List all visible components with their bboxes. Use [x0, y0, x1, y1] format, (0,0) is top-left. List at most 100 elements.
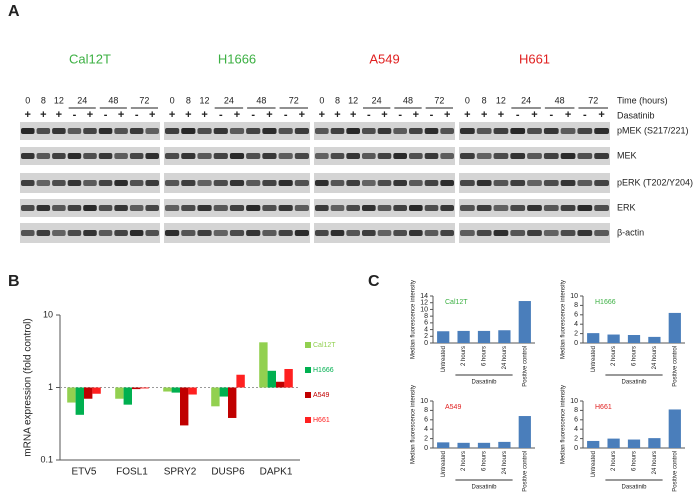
- time-label: 0: [319, 95, 324, 105]
- band: [129, 230, 144, 236]
- cell-line-label: A549: [369, 51, 399, 66]
- band: [362, 153, 376, 159]
- band: [197, 153, 212, 159]
- time-label: 8: [41, 95, 46, 105]
- legend-swatch: [305, 392, 311, 398]
- band: [543, 153, 559, 159]
- bar: [648, 336, 661, 343]
- band: [21, 205, 35, 211]
- band: [98, 153, 113, 159]
- band: [52, 153, 66, 159]
- band: [424, 128, 439, 134]
- bar: [259, 342, 268, 388]
- band: [510, 153, 526, 159]
- band: [278, 153, 293, 159]
- treatment-sign: +: [598, 109, 604, 121]
- band: [98, 180, 113, 186]
- time-label: 12: [200, 95, 210, 105]
- band: [246, 153, 261, 159]
- time-label: 12: [348, 95, 358, 105]
- band: [278, 205, 293, 211]
- band: [577, 230, 593, 236]
- bar: [123, 387, 132, 405]
- band: [145, 128, 159, 134]
- treatment-sign: +: [149, 109, 155, 121]
- x-tick-label: 24 hours: [652, 451, 658, 474]
- band: [594, 153, 609, 159]
- protein-label: pERK (T202/Y204): [617, 177, 693, 187]
- group-label: Dasatinib: [621, 485, 647, 491]
- x-tick-label: Untreated: [441, 346, 447, 372]
- band: [510, 205, 526, 211]
- legend-label: H1666: [313, 367, 334, 374]
- band: [527, 180, 542, 186]
- bar: [668, 312, 681, 343]
- band: [409, 205, 423, 211]
- y-axis-label: Median fluorescence intensity: [411, 385, 417, 464]
- bar: [587, 440, 600, 448]
- treatment-sign: +: [299, 109, 305, 121]
- bar: [498, 441, 511, 448]
- bar: [84, 387, 93, 399]
- x-tick-label: 6 hours: [482, 451, 488, 471]
- band: [129, 205, 144, 211]
- band: [246, 180, 261, 186]
- band: [346, 230, 360, 236]
- bar: [180, 387, 189, 426]
- band: [114, 180, 128, 186]
- band: [83, 128, 97, 134]
- band: [393, 205, 407, 211]
- band: [145, 205, 159, 211]
- y-tick-label: 6: [574, 312, 578, 319]
- bar: [648, 438, 661, 448]
- band: [229, 153, 245, 159]
- band: [493, 230, 509, 236]
- band: [197, 180, 212, 186]
- panel-label: C: [368, 273, 380, 290]
- band: [165, 153, 180, 159]
- bar: [518, 301, 531, 343]
- bar: [75, 387, 84, 415]
- band: [493, 180, 509, 186]
- bar: [627, 439, 641, 448]
- band: [246, 205, 261, 211]
- band: [424, 205, 439, 211]
- band: [493, 128, 509, 134]
- x-tick-label: Untreated: [441, 451, 447, 477]
- x-tick-label: Untreated: [591, 451, 597, 477]
- band: [52, 180, 66, 186]
- treatment-sign: -: [104, 109, 108, 121]
- band: [346, 180, 360, 186]
- y-tick-label: 4: [574, 426, 578, 433]
- y-tick-label: 4: [424, 326, 428, 333]
- band: [476, 153, 492, 159]
- x-tick-label: 6 hours: [632, 346, 638, 366]
- x-tick-label: FOSL1: [116, 467, 148, 478]
- time-label: 8: [482, 95, 487, 105]
- band: [294, 180, 309, 186]
- treatment-sign: -: [516, 109, 520, 121]
- y-axis-label: Median fluorescence intensity: [411, 280, 417, 359]
- band: [229, 205, 245, 211]
- band: [315, 153, 329, 159]
- time-label: 0: [25, 95, 30, 105]
- band: [560, 153, 576, 159]
- y-tick-label: 2: [574, 330, 578, 337]
- band: [129, 180, 144, 186]
- band: [315, 230, 329, 236]
- band: [67, 153, 82, 159]
- band: [560, 205, 576, 211]
- band: [165, 205, 180, 211]
- band: [560, 230, 576, 236]
- bar: [276, 381, 285, 388]
- treatment-sign: +: [444, 109, 450, 121]
- band: [362, 205, 376, 211]
- band: [543, 180, 559, 186]
- band: [315, 205, 329, 211]
- band: [409, 180, 423, 186]
- time-label: 48: [256, 95, 266, 105]
- cell-line-label: Cal12T: [69, 51, 111, 66]
- bar: [607, 334, 620, 343]
- band: [213, 230, 228, 236]
- band: [52, 128, 66, 134]
